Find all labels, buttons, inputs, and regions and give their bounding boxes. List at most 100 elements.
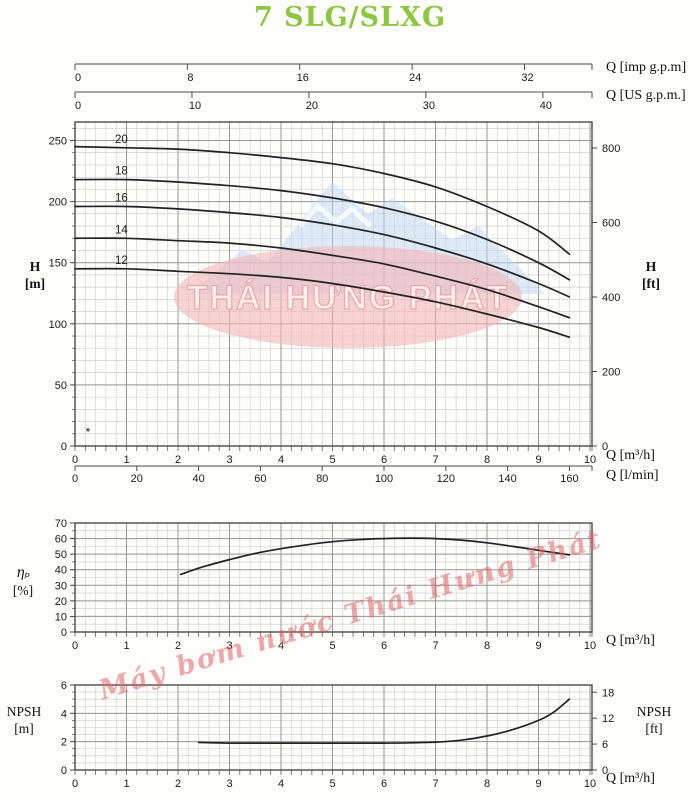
svg-text:7: 7 [432,454,438,466]
svg-text:2: 2 [175,640,181,652]
svg-text:7: 7 [432,778,438,790]
svg-text:200: 200 [602,367,620,379]
label-head-m-symbol: H [29,259,41,274]
svg-text:140: 140 [498,473,516,485]
curve-impeller-20 [74,145,571,255]
svg-text:10: 10 [584,778,596,790]
svg-text:600: 600 [602,218,620,230]
svg-text:40: 40 [540,100,552,112]
curve-impeller-12 [74,267,571,339]
label-head-ft-symbol: H [645,259,657,274]
label-head-ft: H [ft] [628,258,674,292]
svg-text:3: 3 [226,454,232,466]
svg-text:4: 4 [61,708,67,720]
svg-text:3: 3 [226,778,232,790]
label-npsh-ft-unit: [ft] [645,721,663,736]
curve-label-20: 20 [115,134,128,146]
svg-text:0: 0 [61,627,67,639]
svg-text:2: 2 [175,778,181,790]
label-npsh-m-symbol: NPSH [6,704,42,719]
svg-text:10: 10 [584,454,596,466]
page-title: 7 SLG/SLXG [253,2,447,33]
svg-text:7: 7 [432,640,438,652]
svg-text:60: 60 [254,473,266,485]
label-head-m: H [m] [14,258,56,292]
svg-text:6: 6 [381,778,387,790]
svg-text:2: 2 [61,737,67,749]
svg-text:1: 1 [123,454,129,466]
svg-text:6: 6 [61,680,67,692]
svg-text:50: 50 [55,549,67,561]
svg-text:160: 160 [560,473,578,485]
svg-text:8: 8 [484,454,490,466]
svg-text:250: 250 [49,136,67,148]
curve-label-18: 18 [115,166,128,178]
svg-text:200: 200 [49,197,67,209]
svg-text:0: 0 [602,441,608,453]
curve-label-16: 16 [115,192,128,204]
curve-impeller-16 [74,205,571,298]
label-q-m3h-npsh: Q [m³/h] [606,771,655,786]
svg-text:9: 9 [535,640,541,652]
top-flow-scales: 0 8 16 24 32 0 10 20 30 40 [74,63,593,112]
svg-text:100: 100 [375,473,393,485]
svg-text:10: 10 [55,611,67,623]
svg-text:4: 4 [278,640,284,652]
svg-text:3: 3 [226,640,232,652]
label-npsh-ft: NPSH [ft] [630,703,678,737]
label-q-m3h-head: Q [m³/h] [606,448,655,463]
svg-text:16: 16 [297,72,309,84]
label-npsh-m: NPSH [m] [0,703,48,737]
label-q-imp-gpm: Q [imp g.p.m] [606,60,687,75]
curve-impeller-18 [74,178,571,281]
svg-text:0: 0 [72,473,78,485]
svg-text:20: 20 [55,596,67,608]
svg-text:24: 24 [409,72,421,84]
label-efficiency-symbol: ηₚ [16,565,30,581]
svg-text:20: 20 [131,473,143,485]
svg-text:6: 6 [602,739,608,751]
svg-text:0: 0 [72,454,78,466]
svg-text:9: 9 [535,778,541,790]
footnote-star: * [86,425,91,439]
svg-text:400: 400 [602,292,620,304]
svg-text:100: 100 [49,319,67,331]
curve-impeller-14 [74,237,571,319]
label-head-ft-unit: [ft] [642,276,660,291]
svg-text:0: 0 [602,765,608,777]
curve-label-12: 12 [115,255,128,267]
svg-text:6: 6 [381,454,387,466]
svg-text:8: 8 [484,778,490,790]
svg-text:6: 6 [381,640,387,652]
curve-efficiency [179,537,571,576]
svg-text:4: 4 [278,454,284,466]
svg-text:0: 0 [75,72,81,84]
svg-text:5: 5 [329,640,335,652]
svg-text:20: 20 [306,100,318,112]
svg-text:1: 1 [123,778,129,790]
svg-text:0: 0 [75,100,81,112]
label-q-lmin: Q [l/min] [606,468,659,483]
label-npsh-ft-symbol: NPSH [636,704,672,719]
label-efficiency-unit: [%] [12,583,34,598]
label-q-us-gpm: Q [US g.p.m.] [606,88,686,103]
watermark-logo: THÁI HƯNG PHÁT [174,182,545,348]
svg-text:40: 40 [192,473,204,485]
svg-text:60: 60 [55,534,67,546]
svg-text:8: 8 [187,72,193,84]
svg-text:4: 4 [278,778,284,790]
svg-text:70: 70 [55,518,67,530]
head-chart-curves: 20 18 16 14 12 * [74,134,571,439]
watermark-snow-line [298,202,372,228]
label-efficiency: ηₚ [%] [2,565,44,599]
watermark-ellipse [174,246,522,348]
svg-text:2: 2 [175,454,181,466]
svg-text:0: 0 [72,640,78,652]
svg-text:12: 12 [602,713,614,725]
svg-text:8: 8 [484,640,490,652]
svg-text:0: 0 [72,778,78,790]
svg-text:120: 120 [437,473,455,485]
